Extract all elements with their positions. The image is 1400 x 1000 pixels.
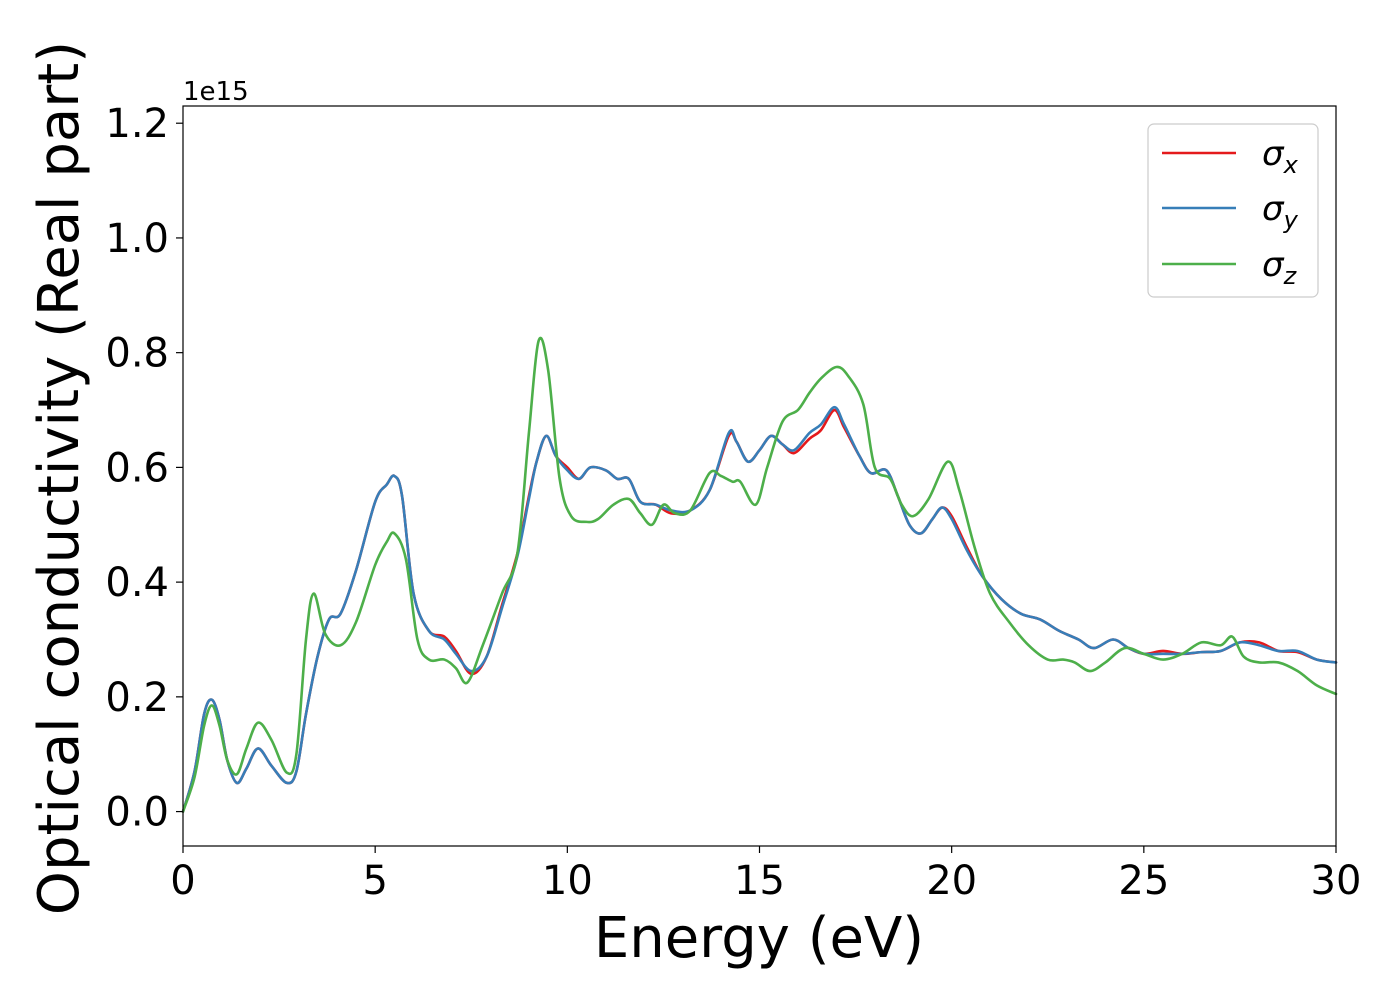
x-tick-label: 25: [1118, 858, 1169, 904]
series-layer: [181, 336, 1338, 813]
x-axis-title: Energy (eV): [594, 906, 924, 971]
y-axis-ticks: 0.0 0.2 0.4 0.6 0.8 1.0 1.2: [105, 101, 183, 836]
x-axis-ticks: 0 5 10 15 20 25 30: [170, 846, 1361, 904]
legend-subscript: x: [1283, 151, 1299, 179]
x-tick-label: 5: [362, 858, 387, 904]
x-tick-label: 15: [734, 858, 785, 904]
legend-subscript: z: [1283, 262, 1298, 290]
series-line-sigma-y: [181, 405, 1338, 813]
series-line-sigma-x: [181, 408, 1338, 813]
x-tick-label: 10: [542, 858, 593, 904]
y-tick-label: 0.0: [105, 790, 169, 836]
legend-subscript: y: [1283, 206, 1299, 234]
y-tick-label: 0.6: [105, 445, 169, 491]
y-tick-label: 1.2: [105, 101, 169, 147]
y-offset-label: 1e15: [183, 77, 249, 107]
series-line-sigma-z: [181, 336, 1338, 813]
y-axis-title: Optical conductivity (Real part): [27, 41, 92, 915]
x-tick-label: 0: [170, 858, 195, 904]
y-tick-label: 1.0: [105, 216, 169, 262]
y-tick-label: 0.8: [105, 331, 169, 377]
y-tick-label: 0.4: [105, 560, 169, 606]
legend-label-sigma-y: σy: [1262, 189, 1299, 234]
x-tick-label: 30: [1311, 858, 1362, 904]
legend-frame: [1147, 123, 1319, 298]
legend-label-sigma-x: σx: [1262, 134, 1299, 179]
y-tick-label: 0.2: [105, 675, 169, 721]
x-tick-label: 20: [926, 858, 977, 904]
